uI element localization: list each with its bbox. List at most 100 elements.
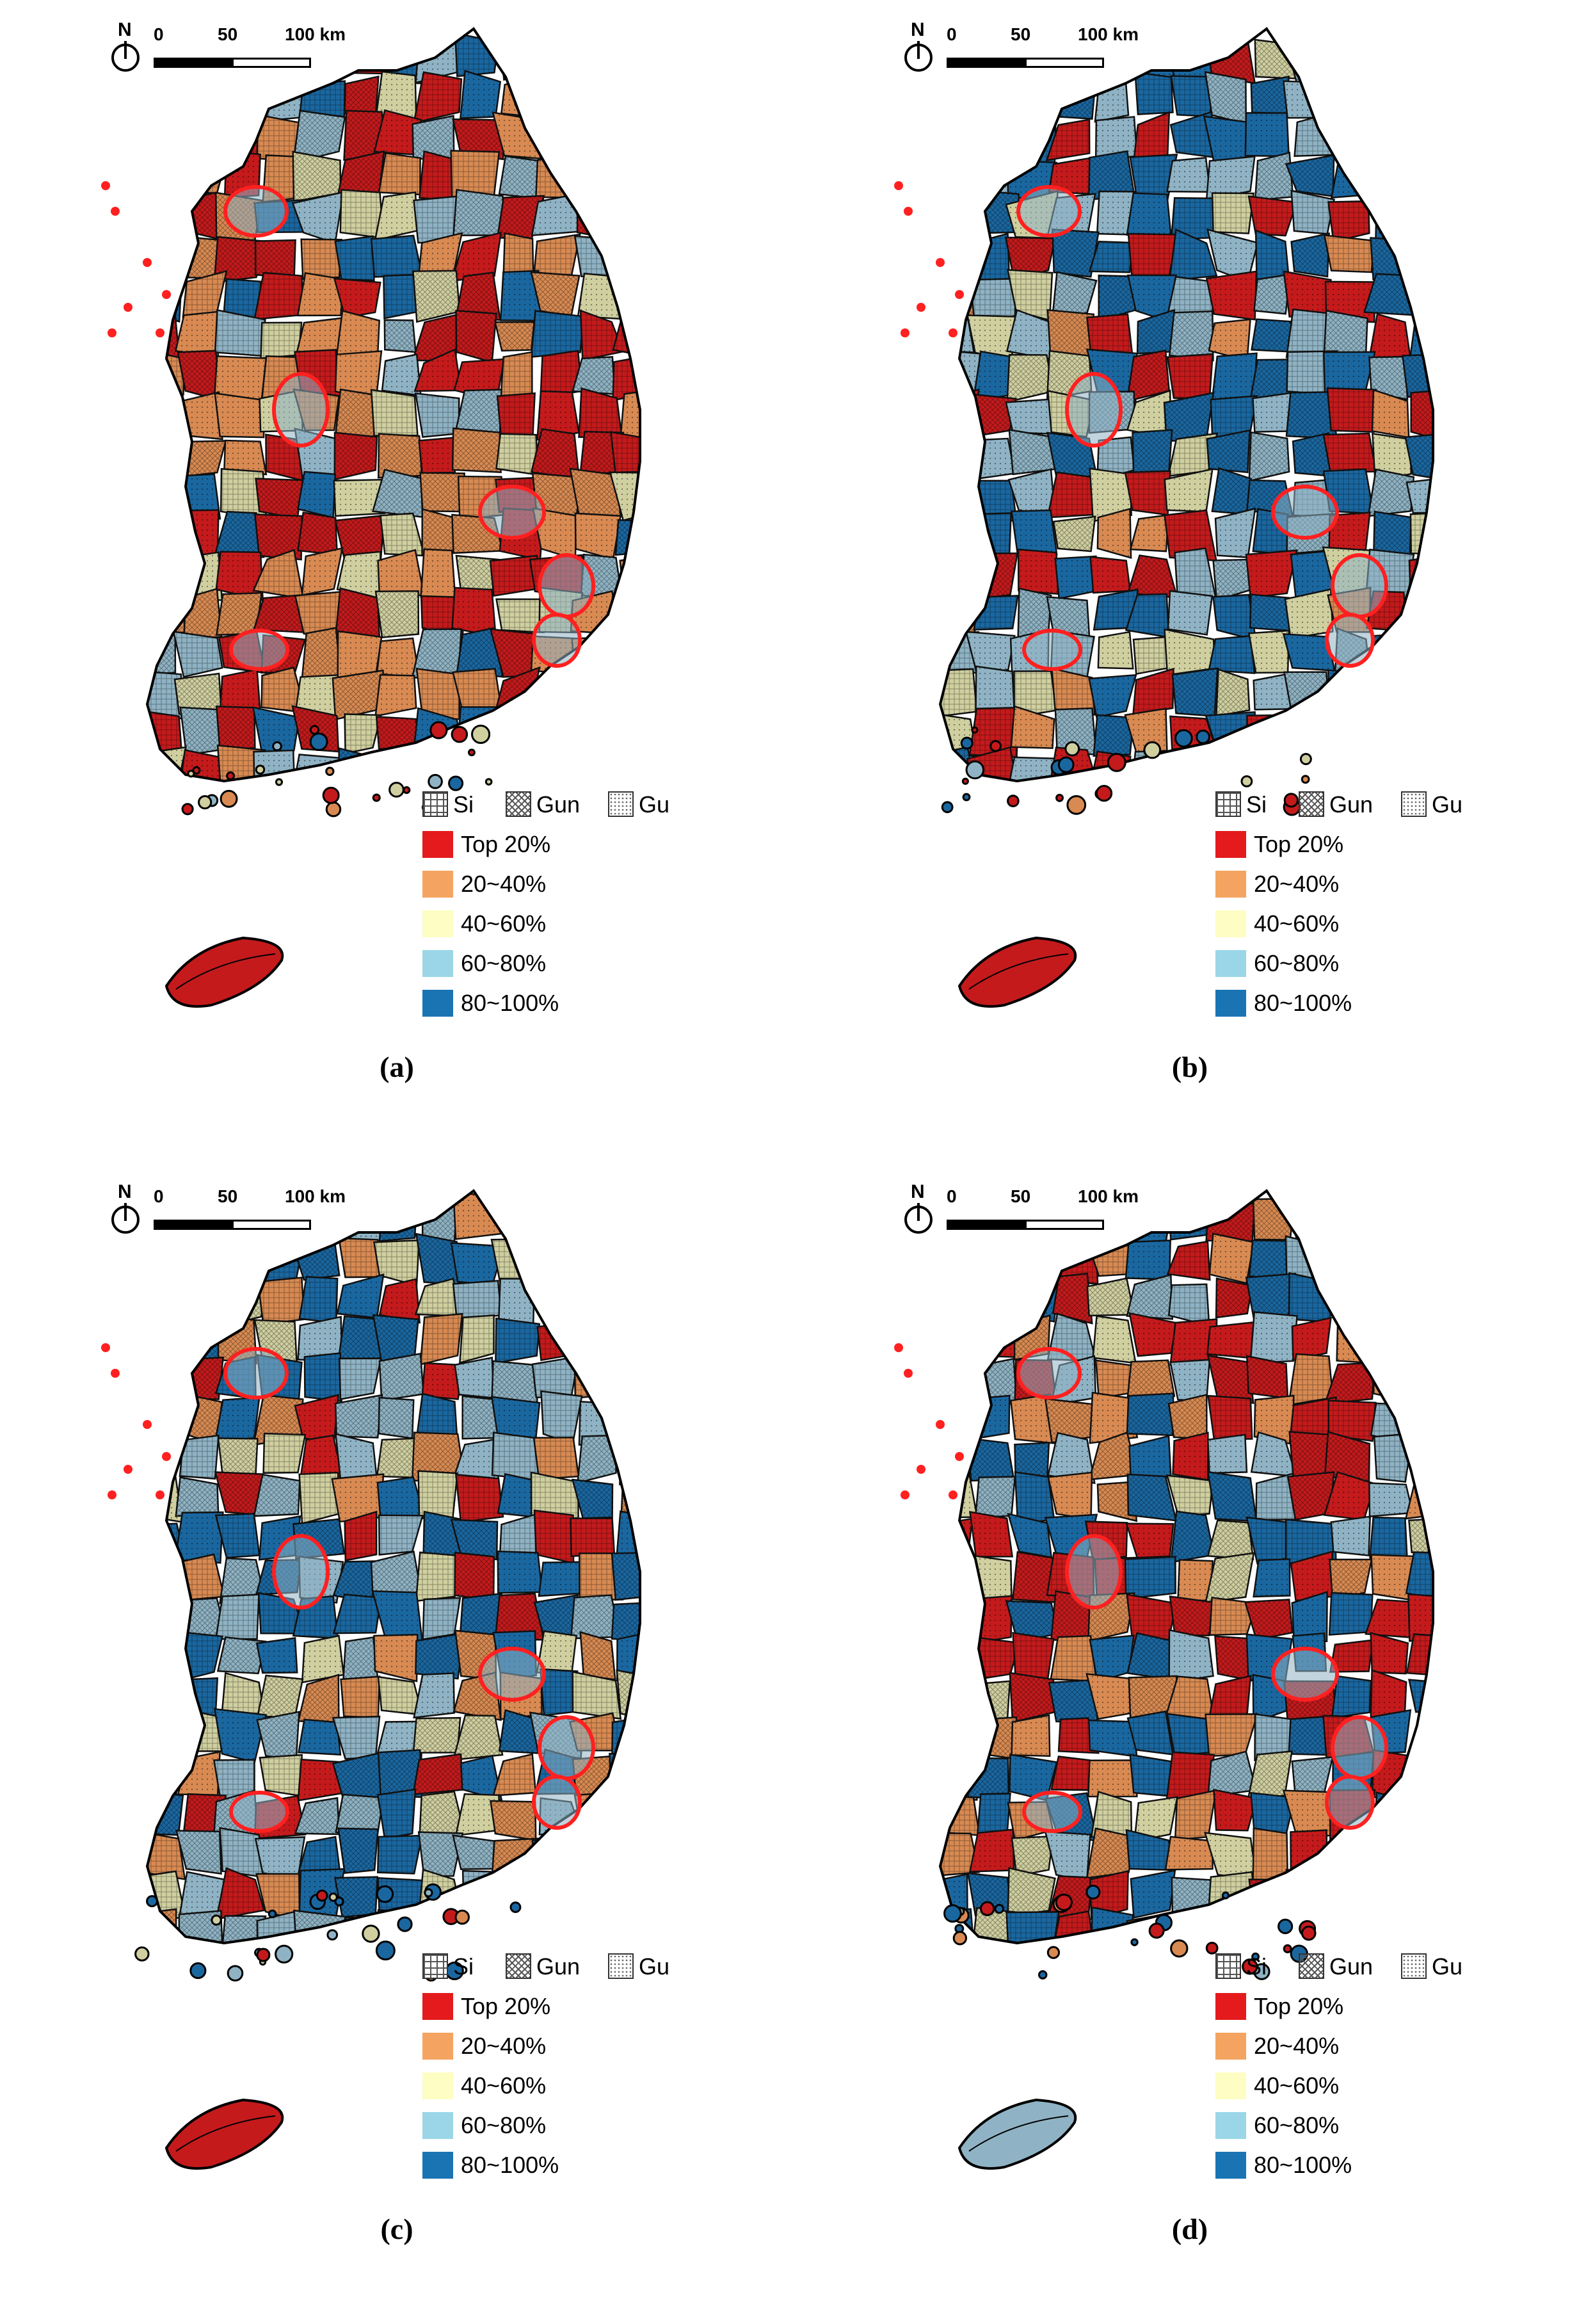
island (949, 328, 957, 337)
district-region (940, 234, 973, 273)
district-region (175, 76, 227, 123)
legend-class-item: 40~60% (422, 2069, 691, 2104)
island (955, 290, 964, 299)
legend-class-item: 20~40% (422, 2029, 691, 2065)
district-region (1178, 1955, 1217, 1999)
island (1055, 793, 1064, 802)
north-label: N (118, 1181, 132, 1202)
legend-class-label: 20~40% (1254, 871, 1340, 897)
district-region (940, 1597, 978, 1638)
legend-class-label: 80~100% (1254, 990, 1352, 1016)
island (1170, 1939, 1189, 1958)
island (309, 725, 320, 735)
district-region (1326, 1196, 1375, 1238)
island (1064, 741, 1080, 757)
island (1007, 795, 1020, 807)
district-region (1404, 674, 1433, 718)
district-region (147, 1631, 177, 1681)
island (917, 1465, 925, 1474)
metropolitan-boundary (229, 629, 289, 671)
district-region (147, 1311, 188, 1358)
legend-swatch (422, 950, 453, 977)
district-region (531, 35, 584, 79)
district-region (940, 1313, 979, 1361)
scale-label: 100 km (1078, 24, 1139, 44)
legend-class-item: 20~40% (422, 867, 691, 903)
island (1130, 1938, 1139, 1946)
legend-swatch (1215, 910, 1246, 937)
legend-class-item: Top 20% (1215, 1989, 1484, 2025)
legend-swatch (422, 871, 453, 898)
jeju-island (957, 936, 1077, 1008)
legend-class-label: 20~40% (461, 871, 547, 897)
legend-pattern-label: Gun (536, 1953, 581, 1980)
district-region (970, 1953, 1012, 1999)
legend-class-label: Top 20% (461, 831, 551, 857)
legend-swatch (1215, 871, 1246, 898)
scale-label: 0 (154, 24, 164, 44)
legend-swatch (422, 1993, 453, 2020)
legend-pattern-label: Gu (639, 791, 670, 818)
district-region (374, 1954, 415, 1997)
scale-label: 100 km (285, 1186, 346, 1206)
island (134, 1946, 150, 1962)
district-region (1367, 1828, 1416, 1882)
district-region (610, 1359, 640, 1403)
district-region (499, 1869, 545, 1919)
district-region (1411, 1442, 1433, 1483)
island (124, 1465, 132, 1474)
island (111, 1369, 120, 1378)
district-region (621, 33, 640, 84)
district-region (970, 81, 1018, 123)
metropolitan-boundary (229, 1791, 289, 1833)
district-region (1326, 1869, 1368, 1916)
island (894, 1343, 903, 1352)
legend-swatch (422, 910, 453, 937)
coastline (145, 27, 641, 783)
north-label: N (118, 19, 132, 40)
scale-bar: 0 50 100 km (947, 1186, 1139, 1238)
legend-class-item: 40~60% (422, 907, 691, 942)
legend-swatch (1215, 950, 1246, 977)
district-region (573, 112, 620, 159)
district-region (211, 73, 267, 115)
district-region (337, 1953, 376, 1996)
district-region (1370, 154, 1416, 203)
district-region (616, 189, 640, 239)
island (322, 786, 340, 804)
metropolitan-boundary (532, 1775, 582, 1830)
district-region (614, 1400, 640, 1444)
district-region (185, 1234, 223, 1285)
island (211, 1914, 222, 1926)
island (1283, 1944, 1292, 1953)
north-label: N (911, 1181, 925, 1202)
district-region (134, 786, 181, 839)
island (189, 1962, 207, 1980)
island (220, 789, 238, 808)
north-arrow-icon: N (109, 1181, 147, 1245)
legend-swatch (422, 831, 453, 858)
district-region (184, 1273, 227, 1327)
coastline (938, 27, 1434, 783)
panel-caption: (b) (1171, 1051, 1208, 1083)
island (111, 207, 120, 216)
legend-class-label: 40~60% (1254, 2072, 1340, 2099)
legend-pattern-label: Gu (1432, 1953, 1463, 1980)
island (1240, 775, 1253, 787)
legend-class-label: Top 20% (1254, 1993, 1344, 2019)
district-region (1371, 670, 1416, 716)
metropolitan-boundary (223, 185, 289, 238)
legend-class-label: 40~60% (461, 910, 547, 937)
island (1205, 1941, 1219, 1955)
island (226, 771, 236, 780)
legend-class-item: Top 20% (1215, 827, 1484, 863)
legend-class-label: Top 20% (461, 1993, 551, 2019)
district-region (940, 1272, 973, 1323)
island (1046, 1946, 1061, 1959)
scale-label: 0 (154, 1186, 164, 1206)
district-region (1407, 1356, 1433, 1402)
korea-map (101, 1189, 641, 2170)
legend-class-item: 80~100% (422, 986, 691, 1022)
district-region (1404, 1312, 1433, 1364)
district-region (1172, 754, 1212, 781)
